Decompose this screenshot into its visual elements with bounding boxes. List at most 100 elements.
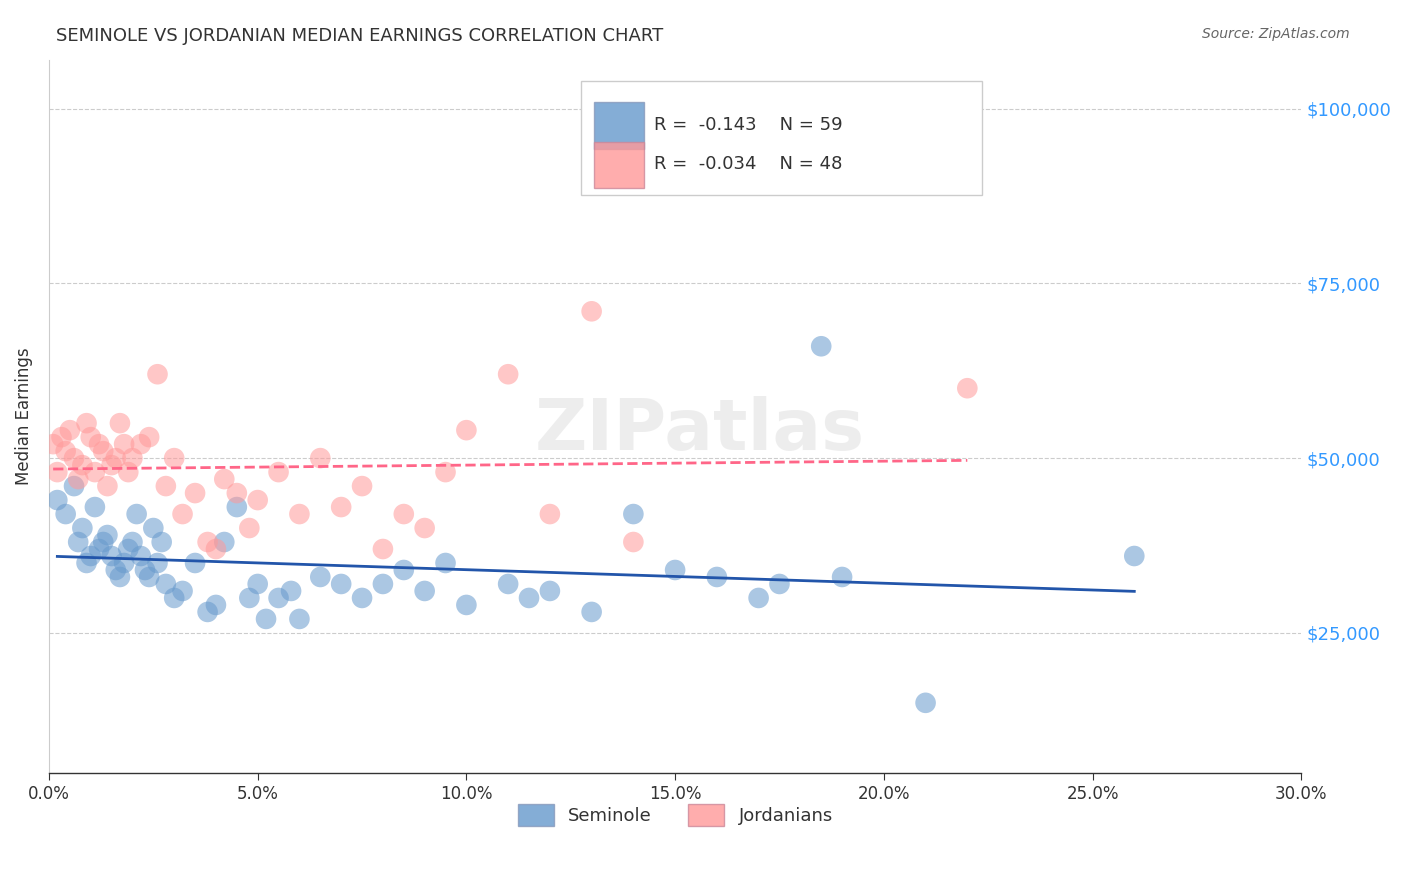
- Seminole: [280, 584, 302, 599]
- Seminole: [117, 541, 139, 556]
- Seminole: [330, 577, 353, 591]
- Jordanians: [392, 507, 415, 521]
- Seminole: [197, 605, 219, 619]
- Bar: [593, 103, 644, 149]
- Jordanians: [104, 451, 127, 466]
- Seminole: [810, 339, 832, 353]
- Jordanians: [956, 381, 979, 395]
- Jordanians: [129, 437, 152, 451]
- Jordanians: [621, 535, 644, 549]
- Seminole: [538, 584, 561, 599]
- Jordanians: [76, 416, 98, 430]
- Seminole: [914, 696, 936, 710]
- Seminole: [121, 535, 143, 549]
- Jordanians: [155, 479, 177, 493]
- Text: ZIPatlas: ZIPatlas: [536, 396, 865, 465]
- Jordanians: [80, 430, 103, 444]
- Seminole: [125, 507, 148, 521]
- Seminole: [706, 570, 728, 584]
- Seminole: [621, 507, 644, 521]
- Text: SEMINOLE VS JORDANIAN MEDIAN EARNINGS CORRELATION CHART: SEMINOLE VS JORDANIAN MEDIAN EARNINGS CO…: [56, 27, 664, 45]
- Seminole: [129, 549, 152, 563]
- Seminole: [748, 591, 770, 605]
- Seminole: [254, 612, 277, 626]
- Seminole: [142, 521, 165, 535]
- Jordanians: [456, 423, 478, 437]
- Seminole: [146, 556, 169, 570]
- Seminole: [87, 541, 110, 556]
- Seminole: [67, 535, 90, 549]
- Seminole: [214, 535, 236, 549]
- Seminole: [83, 500, 105, 514]
- Legend: Seminole, Jordanians: Seminole, Jordanians: [509, 795, 842, 835]
- Seminole: [205, 598, 228, 612]
- Seminole: [155, 577, 177, 591]
- Jordanians: [214, 472, 236, 486]
- Jordanians: [538, 507, 561, 521]
- Seminole: [831, 570, 853, 584]
- Seminole: [496, 577, 519, 591]
- Jordanians: [67, 472, 90, 486]
- Seminole: [309, 570, 332, 584]
- Seminole: [104, 563, 127, 577]
- Seminole: [225, 500, 247, 514]
- Seminole: [371, 577, 394, 591]
- Text: R =  -0.143    N = 59: R = -0.143 N = 59: [654, 116, 842, 134]
- Seminole: [238, 591, 260, 605]
- Jordanians: [46, 465, 69, 479]
- Seminole: [392, 563, 415, 577]
- Y-axis label: Median Earnings: Median Earnings: [15, 347, 32, 485]
- Seminole: [664, 563, 686, 577]
- Jordanians: [87, 437, 110, 451]
- Seminole: [76, 556, 98, 570]
- Jordanians: [225, 486, 247, 500]
- Jordanians: [96, 479, 118, 493]
- Jordanians: [83, 465, 105, 479]
- Seminole: [434, 556, 457, 570]
- Seminole: [138, 570, 160, 584]
- Jordanians: [581, 304, 603, 318]
- Jordanians: [42, 437, 65, 451]
- Seminole: [150, 535, 173, 549]
- Jordanians: [197, 535, 219, 549]
- Seminole: [108, 570, 131, 584]
- Jordanians: [112, 437, 135, 451]
- Jordanians: [413, 521, 436, 535]
- Seminole: [172, 584, 194, 599]
- Seminole: [96, 528, 118, 542]
- Text: Source: ZipAtlas.com: Source: ZipAtlas.com: [1202, 27, 1350, 41]
- Jordanians: [59, 423, 82, 437]
- Seminole: [55, 507, 77, 521]
- Jordanians: [309, 451, 332, 466]
- Seminole: [517, 591, 540, 605]
- Jordanians: [371, 541, 394, 556]
- Seminole: [163, 591, 186, 605]
- Seminole: [246, 577, 269, 591]
- Jordanians: [146, 368, 169, 382]
- FancyBboxPatch shape: [581, 81, 981, 195]
- Jordanians: [434, 465, 457, 479]
- Bar: [593, 142, 644, 188]
- Jordanians: [267, 465, 290, 479]
- Jordanians: [163, 451, 186, 466]
- Seminole: [1123, 549, 1146, 563]
- Seminole: [112, 556, 135, 570]
- Jordanians: [205, 541, 228, 556]
- Jordanians: [100, 458, 122, 472]
- Jordanians: [352, 479, 374, 493]
- Jordanians: [108, 416, 131, 430]
- Seminole: [352, 591, 374, 605]
- Seminole: [72, 521, 94, 535]
- Seminole: [80, 549, 103, 563]
- Jordanians: [238, 521, 260, 535]
- Seminole: [184, 556, 207, 570]
- Seminole: [91, 535, 114, 549]
- Jordanians: [138, 430, 160, 444]
- Jordanians: [496, 368, 519, 382]
- Jordanians: [172, 507, 194, 521]
- Jordanians: [91, 444, 114, 458]
- Seminole: [100, 549, 122, 563]
- Seminole: [288, 612, 311, 626]
- Seminole: [267, 591, 290, 605]
- Jordanians: [72, 458, 94, 472]
